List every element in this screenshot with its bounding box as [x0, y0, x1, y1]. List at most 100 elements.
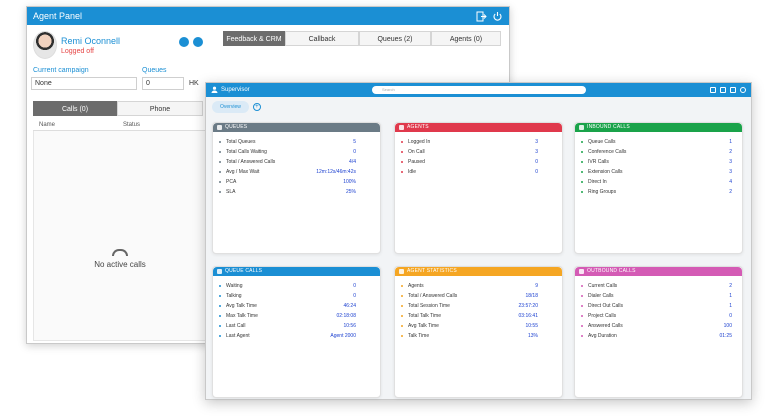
stat-label: Dialer Calls: [588, 293, 614, 299]
stat-row: On Call 3: [401, 147, 556, 157]
stat-value: 23:57:20: [518, 303, 538, 309]
stat-value: 1: [729, 139, 732, 145]
stat-row: Last Agent Agent 2000: [219, 331, 374, 341]
card-title: INBOUND CALLS: [587, 124, 630, 130]
tab-queues[interactable]: Queues (2): [359, 31, 431, 46]
stat-label: Direct Out Calls: [588, 303, 624, 309]
bullet: [581, 171, 583, 173]
queues-field[interactable]: 0: [142, 77, 184, 90]
bullet: [219, 285, 221, 287]
card-title: QUEUES: [225, 124, 248, 130]
stat-value: 0: [729, 313, 732, 319]
stat-row: Talk Time 13%: [401, 331, 556, 341]
stat-label: Talk Time: [408, 333, 430, 339]
agent-top-tabs: Feedback & CRM Callback Queues (2) Agent…: [223, 31, 501, 46]
bullet: [219, 315, 221, 317]
stat-row: Current Calls 2: [581, 281, 736, 291]
info-button[interactable]: [179, 37, 189, 47]
bullet: [581, 141, 583, 143]
hk-button[interactable]: HK: [189, 80, 199, 87]
tab-calls[interactable]: Calls (0): [33, 101, 117, 116]
tab-phone[interactable]: Phone: [117, 101, 203, 116]
user-icon: [211, 86, 218, 95]
bullet: [581, 315, 583, 317]
stat-label: Last Call: [226, 323, 246, 329]
stat-row: Ring Groups 2: [581, 187, 736, 197]
stat-label: Conference Calls: [588, 149, 627, 155]
stat-row: Logged In 3: [401, 137, 556, 147]
power-icon[interactable]: [740, 87, 746, 93]
tab-overview[interactable]: Overview: [212, 101, 249, 113]
stat-label: SLA: [226, 189, 236, 195]
stat-row: Avg Talk Time 46:24: [219, 301, 374, 311]
empty-text: No active calls: [94, 260, 146, 269]
search-input[interactable]: Search: [372, 86, 586, 94]
stat-value: 2: [729, 149, 732, 155]
calls-table-header: Name Status: [33, 119, 207, 131]
power-icon[interactable]: [492, 11, 503, 22]
stat-value: 1: [729, 303, 732, 309]
tab-feedback-crm[interactable]: Feedback & CRM: [223, 31, 285, 46]
bullet: [401, 161, 403, 163]
agent-statistics-header: AGENT STATISTICS: [395, 267, 562, 276]
stat-label: Avg Talk Time: [408, 323, 439, 329]
stat-row: IVR Calls 3: [581, 157, 736, 167]
supervisor-tabs: Overview +: [212, 101, 261, 113]
bullet: [401, 305, 403, 307]
bullet: [401, 315, 403, 317]
stat-value: 100%: [343, 179, 356, 185]
bullet: [219, 325, 221, 327]
stat-row: Avg Duration 01:25: [581, 331, 736, 341]
queue-calls-icon: [217, 269, 222, 274]
bullet: [401, 325, 403, 327]
stat-value: 3: [729, 159, 732, 165]
tab-agents[interactable]: Agents (0): [431, 31, 501, 46]
stat-value: 100: [723, 323, 732, 329]
stat-row: Answered Calls 100: [581, 321, 736, 331]
stat-value: 0: [535, 169, 538, 175]
bullet: [581, 151, 583, 153]
stat-row: Avg Talk Time 10:55: [401, 321, 556, 331]
queues-icon: [217, 125, 222, 130]
stat-label: Total Session Time: [408, 303, 450, 309]
stat-label: Direct In: [588, 179, 607, 185]
bullet: [219, 141, 221, 143]
calendar-icon[interactable]: [720, 87, 726, 93]
headset-icon[interactable]: [730, 87, 736, 93]
stat-label: Waiting: [226, 283, 243, 289]
stat-row: Paused 0: [401, 157, 556, 167]
agents-card: AGENTS Logged In 3 On Call 3 Paused 0 Idle 0: [394, 122, 563, 254]
stat-value: 01:25: [719, 333, 732, 339]
stat-value: 0: [353, 149, 356, 155]
tab-callback[interactable]: Callback: [285, 31, 359, 46]
logout-icon[interactable]: [476, 11, 487, 22]
stat-row: Direct Out Calls 1: [581, 301, 736, 311]
queue-calls-card: QUEUE CALLS Waiting 0 Talking 0 Avg Talk Time…: [212, 266, 381, 398]
stat-row: Waiting 0: [219, 281, 374, 291]
settings-button[interactable]: [193, 37, 203, 47]
stat-label: Last Agent: [226, 333, 250, 339]
stat-row: Project Calls 0: [581, 311, 736, 321]
card-title: QUEUE CALLS: [225, 268, 263, 274]
inbound-calls-card: INBOUND CALLS Queue Calls 1 Conference Call…: [574, 122, 743, 254]
campaign-select[interactable]: None: [31, 77, 137, 90]
bullet: [219, 305, 221, 307]
calls-list: No active calls: [33, 131, 207, 341]
stat-row: Total Talk Time 03:16:41: [401, 311, 556, 321]
bullet: [581, 285, 583, 287]
agent-panel-title: Agent Panel: [33, 11, 83, 21]
stat-label: Total / Answered Calls: [408, 293, 458, 299]
stat-row: Total Queues 5: [219, 137, 374, 147]
agents-header: AGENTS: [395, 123, 562, 132]
stat-value: 12m:12s/46m:42s: [316, 169, 356, 175]
agent-statistics-icon: [399, 269, 404, 274]
bullet: [401, 335, 403, 337]
stat-row: SLA 25%: [219, 187, 374, 197]
bell-icon[interactable]: [710, 87, 716, 93]
stat-label: Max Talk Time: [226, 313, 258, 319]
stat-row: Extension Calls 3: [581, 167, 736, 177]
stat-label: Extension Calls: [588, 169, 623, 175]
queues-header: QUEUES: [213, 123, 380, 132]
add-tab-button[interactable]: +: [252, 103, 261, 111]
agent-panel-titlebar: Agent Panel: [27, 7, 509, 25]
